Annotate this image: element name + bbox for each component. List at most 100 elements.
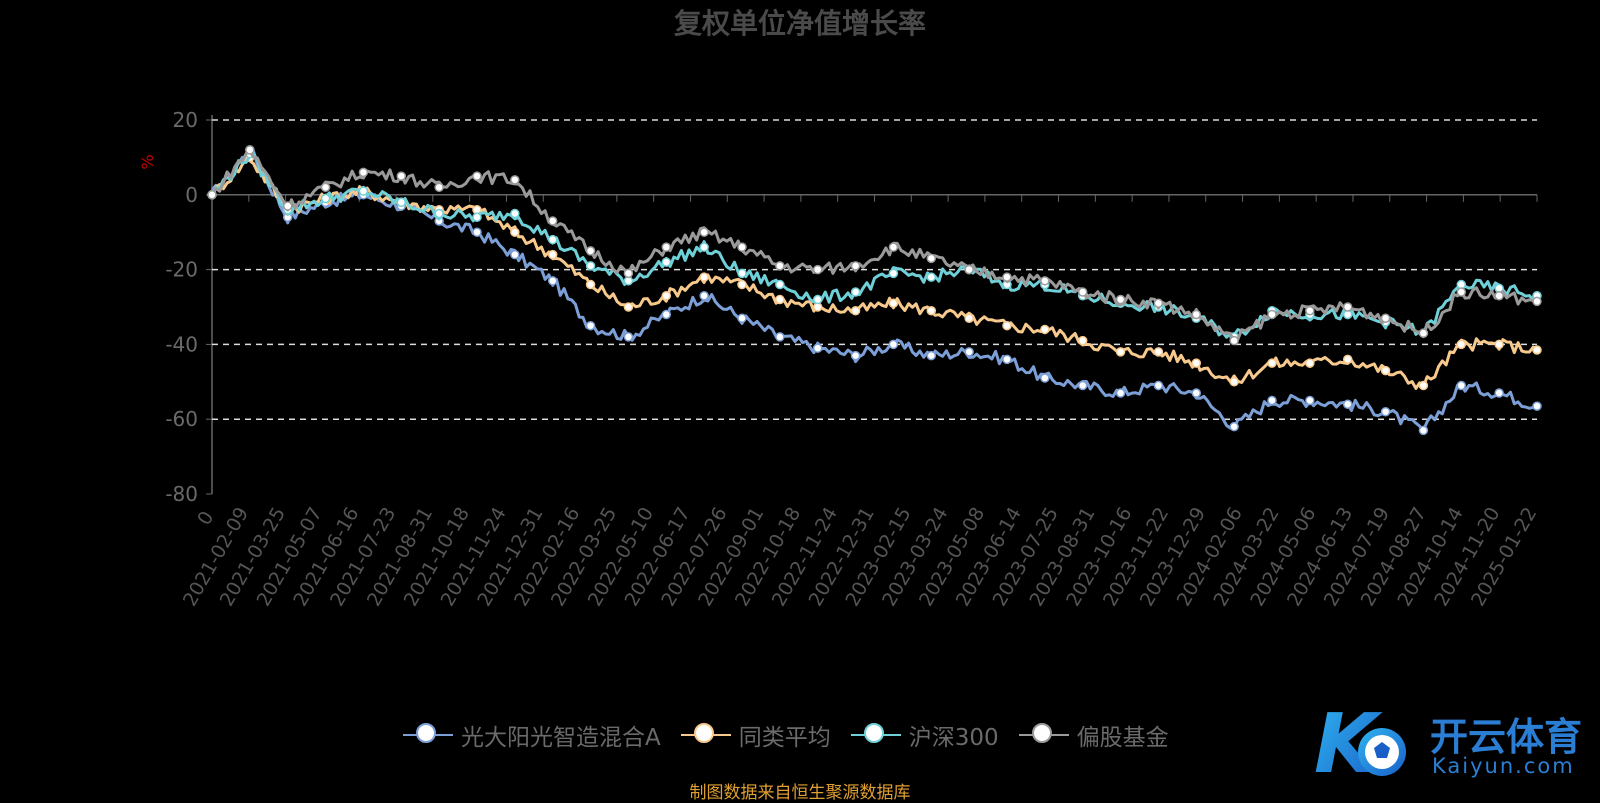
data-point xyxy=(1153,380,1164,391)
watermark-subtext: Kaiyun.com xyxy=(1432,754,1575,778)
data-point xyxy=(775,332,785,342)
legend-item-equity-funds[interactable]: 偏股基金 xyxy=(1018,718,1169,752)
data-point xyxy=(1002,354,1012,365)
data-point xyxy=(396,171,407,181)
data-point xyxy=(737,279,747,290)
data-point xyxy=(1191,309,1202,320)
data-point xyxy=(623,332,634,342)
data-point xyxy=(737,242,747,252)
data-point xyxy=(358,186,369,196)
y-tick-label: 0 xyxy=(185,183,198,207)
data-point xyxy=(1305,395,1315,406)
data-point xyxy=(510,175,520,185)
data-point xyxy=(888,339,899,350)
data-point xyxy=(1305,305,1315,316)
source-note: 制图数据来自恒生聚源数据库 xyxy=(689,783,911,803)
data-point xyxy=(1077,335,1088,346)
data-point xyxy=(547,234,558,245)
data-point xyxy=(472,227,482,237)
data-point xyxy=(888,268,899,279)
data-point xyxy=(1229,421,1239,432)
data-point xyxy=(1380,313,1391,323)
data-point xyxy=(964,313,974,323)
chart-canvas: 复权单位净值增长率 % 20 0 -20 -40 -60 -80 02021-02-092… xyxy=(138,7,1542,610)
y-tick-label: -80 xyxy=(165,482,198,506)
series-line xyxy=(210,149,1538,432)
data-point xyxy=(396,197,407,208)
data-point xyxy=(1153,347,1164,357)
data-point xyxy=(661,242,672,252)
data-point xyxy=(699,227,709,237)
data-point xyxy=(888,242,899,252)
legend-item-csi300[interactable]: 沪深300 xyxy=(850,718,999,752)
data-point xyxy=(207,190,217,200)
data-point xyxy=(1115,388,1126,398)
y-tick-label: -60 xyxy=(165,407,198,431)
data-point xyxy=(1342,399,1353,409)
data-point xyxy=(585,246,596,256)
data-point xyxy=(775,279,785,290)
data-point xyxy=(282,201,293,211)
data-point xyxy=(1532,345,1542,355)
data-point xyxy=(1191,358,1202,368)
legend-item-fund[interactable]: 光大阳光智造混合A xyxy=(403,718,661,752)
data-point xyxy=(1040,276,1050,286)
data-point xyxy=(812,343,823,353)
data-point xyxy=(1494,339,1504,350)
data-point xyxy=(1229,335,1239,346)
legend-item-category-average[interactable]: 同类平均 xyxy=(680,718,831,752)
series-group xyxy=(207,145,1542,436)
data-point xyxy=(812,294,823,305)
series-line xyxy=(210,149,1538,345)
soccer-ball-icon: K xyxy=(1314,697,1406,792)
data-point xyxy=(547,249,558,260)
y-axis-ticks: 20 0 -20 -40 -60 -80 xyxy=(165,108,198,506)
y-tick-label: -40 xyxy=(165,332,198,356)
x-tick-label-origin: 0 xyxy=(193,508,218,529)
data-point xyxy=(699,291,709,301)
data-point xyxy=(850,261,861,271)
data-point xyxy=(1532,401,1542,411)
legend: 光大阳光智造混合A 同类平均 沪深300 偏股基金 xyxy=(0,718,1600,758)
data-point xyxy=(1115,347,1126,357)
data-point xyxy=(1002,272,1012,282)
data-point xyxy=(1494,291,1504,301)
data-point xyxy=(737,313,747,323)
data-point xyxy=(585,320,596,331)
data-point xyxy=(1267,309,1277,320)
data-point xyxy=(1229,377,1239,387)
data-point xyxy=(547,216,558,226)
data-point xyxy=(1380,365,1391,376)
data-point xyxy=(1418,380,1429,391)
data-point xyxy=(661,291,672,301)
legend-label: 沪深300 xyxy=(908,725,999,751)
data-point xyxy=(1077,287,1088,297)
data-point xyxy=(320,182,331,193)
data-point xyxy=(1418,425,1429,436)
y-tick-label: -20 xyxy=(165,258,198,282)
series-line xyxy=(210,153,1539,339)
data-point xyxy=(1153,298,1164,309)
data-point xyxy=(1077,380,1088,391)
data-point xyxy=(775,294,785,305)
data-point xyxy=(1494,388,1504,398)
data-point xyxy=(661,309,672,320)
data-point xyxy=(623,268,634,279)
data-point xyxy=(1040,373,1050,383)
data-point xyxy=(1040,324,1050,335)
legend-marker-icon xyxy=(403,722,453,748)
data-point xyxy=(1002,320,1012,331)
data-point xyxy=(964,264,974,275)
y-axis-unit: % xyxy=(138,154,157,169)
data-point xyxy=(510,249,520,260)
legend-label: 偏股基金 xyxy=(1076,725,1169,751)
x-axis-ticks: 02021-02-092021-03-252021-05-072021-06-1… xyxy=(179,194,1541,610)
data-point xyxy=(1456,380,1467,391)
data-point xyxy=(1380,406,1391,417)
chart-title: 复权单位净值增长率 xyxy=(674,7,926,40)
data-point xyxy=(850,350,861,361)
data-point xyxy=(812,264,823,275)
data-point xyxy=(1342,354,1353,365)
data-point xyxy=(926,253,937,264)
data-point xyxy=(1305,358,1315,368)
